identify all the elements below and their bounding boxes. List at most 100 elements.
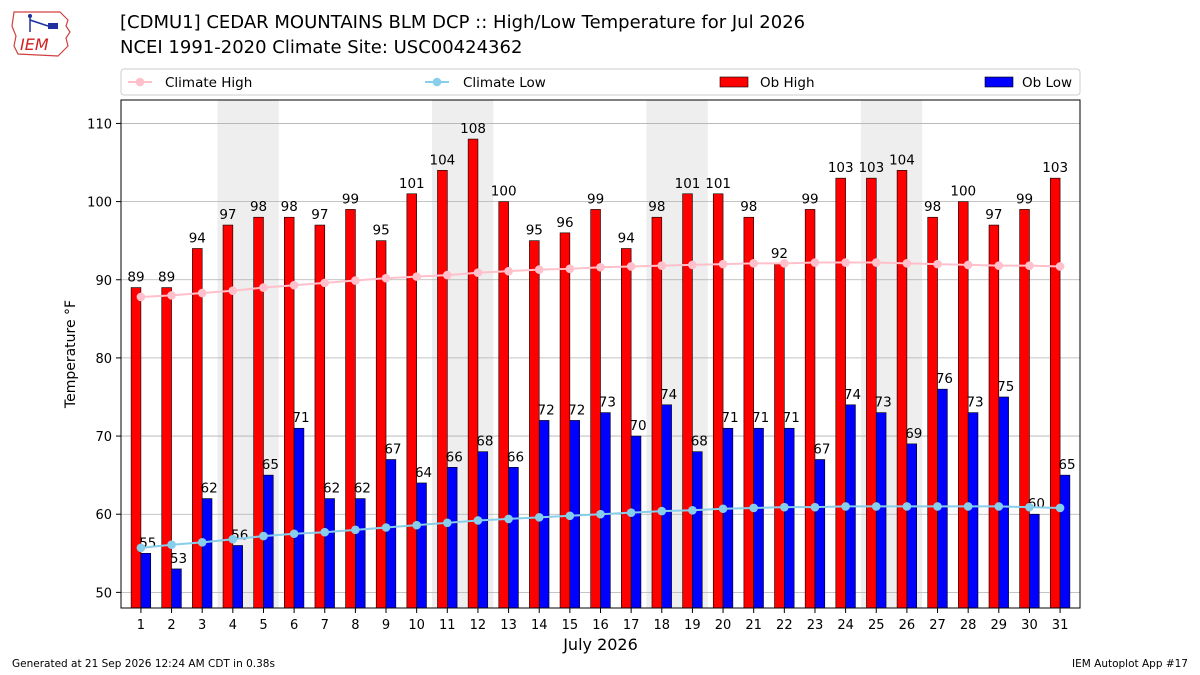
x-tick-label-4: 4 xyxy=(229,618,237,633)
climate-low-point-24 xyxy=(841,502,850,511)
y-tick-label-90: 90 xyxy=(95,274,112,289)
climate-high-point-20 xyxy=(718,259,728,269)
climate-low-point-10 xyxy=(412,520,421,530)
x-axis-label: July 2026 xyxy=(562,635,638,654)
x-tick-label-28: 28 xyxy=(960,618,977,633)
generated-timestamp: Generated at 21 Sep 2026 12:24 AM CDT in… xyxy=(12,658,275,670)
chart-subtitle: NCEI 1991-2020 Climate Site: USC00424362 xyxy=(120,37,523,58)
ob-high-label-14: 95 xyxy=(526,223,543,239)
ob-high-label-5: 98 xyxy=(250,199,267,215)
ob-high-bar-27 xyxy=(927,216,938,609)
climate-high-point-23 xyxy=(810,258,820,267)
ob-low-bar-7 xyxy=(324,498,335,609)
ob-low-label-19: 68 xyxy=(691,434,708,450)
climate-high-point-3 xyxy=(197,288,207,298)
ob-high-label-2: 89 xyxy=(158,270,175,286)
climate-high-point-19 xyxy=(688,260,697,270)
x-tick-label-18: 18 xyxy=(654,618,671,633)
climate-high-point-14 xyxy=(534,265,544,274)
ob-low-bar-27 xyxy=(937,388,948,609)
ob-low-bar-20 xyxy=(722,427,734,609)
ob-low-label-17: 70 xyxy=(629,418,646,434)
y-tick-label-100: 100 xyxy=(87,196,112,211)
climate-low-point-26 xyxy=(902,502,912,511)
ob-high-label-17: 94 xyxy=(618,230,635,246)
iem-logo: IEM xyxy=(11,11,71,57)
climate-low-point-12 xyxy=(473,516,483,525)
ob-high-bar-26 xyxy=(896,170,908,609)
ob-high-label-30: 99 xyxy=(1016,191,1033,207)
ob-low-bar-23 xyxy=(814,459,826,609)
ob-low-label-13: 66 xyxy=(507,449,524,465)
ob-low-label-26: 69 xyxy=(905,426,922,442)
climate-high-point-7 xyxy=(320,278,330,288)
climate-high-point-4 xyxy=(228,286,238,295)
climate-high-point-18 xyxy=(657,261,667,270)
climate-high-point-10 xyxy=(412,272,421,281)
ob-high-bar-18 xyxy=(651,216,663,609)
climate-low-point-2 xyxy=(167,540,176,549)
ob-low-bar-17 xyxy=(630,435,642,609)
x-tick-label-12: 12 xyxy=(470,618,487,633)
x-tick-label-30: 30 xyxy=(1021,618,1038,633)
climate-high-point-24 xyxy=(841,258,850,267)
climate-low-point-20 xyxy=(718,504,728,514)
ob-high-label-28: 100 xyxy=(950,184,976,200)
ob-low-label-20: 71 xyxy=(721,410,738,426)
ob-low-label-6: 71 xyxy=(292,410,309,426)
ob-low-label-14: 72 xyxy=(538,402,555,418)
ob-high-bar-13 xyxy=(498,201,509,609)
ob-low-label-24: 74 xyxy=(844,387,861,403)
x-tick-label-7: 7 xyxy=(321,618,329,633)
ob-high-label-6: 98 xyxy=(281,199,298,215)
ob-low-bar-8 xyxy=(355,498,366,609)
x-tick-label-31: 31 xyxy=(1052,618,1069,633)
climate-low-point-4 xyxy=(228,534,238,544)
ob-low-label-29: 75 xyxy=(997,379,1014,395)
climate-high-point-26 xyxy=(902,259,912,268)
ob-high-label-24: 103 xyxy=(828,160,854,176)
x-tick-label-9: 9 xyxy=(382,618,390,633)
y-tick-label-60: 60 xyxy=(95,508,112,523)
ob-high-label-29: 97 xyxy=(985,207,1002,223)
ob-high-bar-1 xyxy=(130,287,142,609)
ob-high-label-19: 101 xyxy=(675,176,701,192)
ob-low-bar-5 xyxy=(263,474,274,609)
climate-low-point-19 xyxy=(688,506,697,515)
ob-low-label-7: 62 xyxy=(323,481,340,497)
ob-low-label-3: 62 xyxy=(201,481,218,497)
ob-high-label-7: 97 xyxy=(311,207,328,223)
climate-high-point-15 xyxy=(565,264,575,274)
climate-low-point-23 xyxy=(810,502,820,512)
legend-ob-high-swatch xyxy=(719,76,749,88)
ob-low-bar-6 xyxy=(293,427,305,609)
climate-high-point-9 xyxy=(381,273,391,283)
ob-low-label-25: 73 xyxy=(875,395,892,411)
ob-high-bar-23 xyxy=(804,209,816,609)
y-tick-label-80: 80 xyxy=(95,352,112,367)
legend-ob-low-swatch xyxy=(984,76,1014,88)
ob-low-label-12: 68 xyxy=(476,434,493,450)
climate-low-point-1 xyxy=(136,543,146,553)
ob-low-bar-2 xyxy=(171,568,182,609)
climate-high-point-17 xyxy=(626,262,636,271)
y-tick-label-110: 110 xyxy=(87,117,112,132)
ob-low-label-15: 72 xyxy=(568,402,585,418)
x-tick-label-13: 13 xyxy=(500,618,517,633)
x-tick-label-8: 8 xyxy=(351,618,359,633)
climate-low-point-14 xyxy=(534,513,544,522)
climate-high-point-22 xyxy=(780,259,789,268)
ob-low-label-18: 74 xyxy=(660,387,677,403)
ob-high-bar-5 xyxy=(253,216,264,609)
ob-high-label-25: 103 xyxy=(858,160,884,176)
legend-ob-high-label: Ob High xyxy=(760,75,815,91)
y-axis-label: Temperature °F xyxy=(63,300,79,409)
x-tick-label-27: 27 xyxy=(929,618,946,633)
ob-high-label-13: 100 xyxy=(491,184,517,200)
climate-low-point-5 xyxy=(259,531,268,541)
ob-high-bar-29 xyxy=(988,224,1000,609)
climate-high-point-8 xyxy=(351,276,360,285)
x-tick-label-21: 21 xyxy=(745,618,762,633)
legend-box xyxy=(120,68,1081,96)
x-tick-label-5: 5 xyxy=(259,618,267,633)
